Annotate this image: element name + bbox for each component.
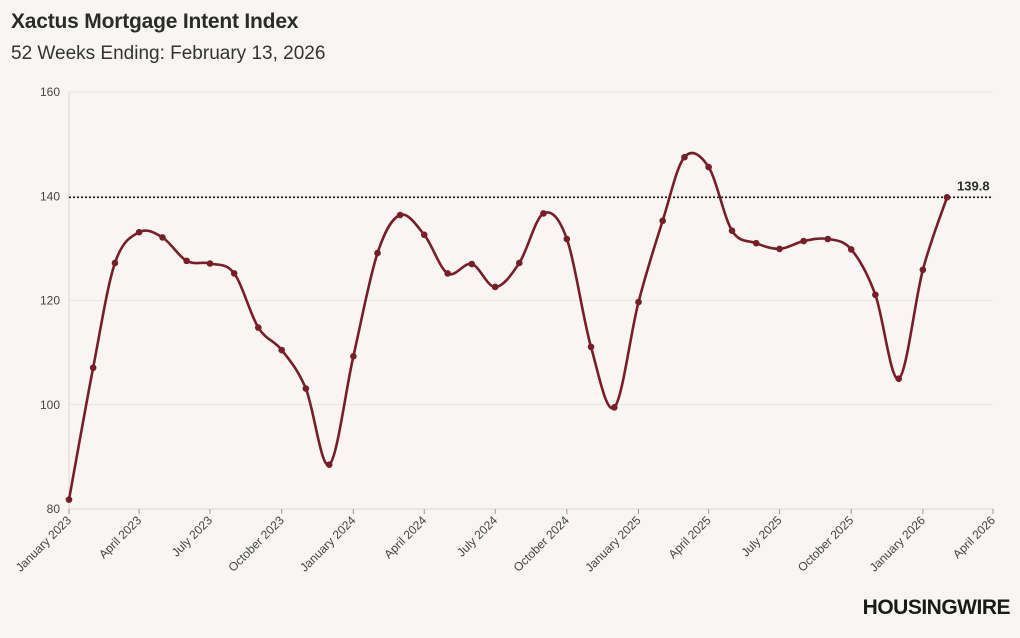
- series-points: [65, 153, 951, 503]
- x-tick-label: January 2025: [582, 513, 644, 575]
- x-axis-ticks: January 2023 April 2023 July 2023 October 2…: [13, 509, 998, 575]
- y-axis-ticks: 80 100 120 140 160: [40, 85, 60, 516]
- data-point: [895, 375, 903, 382]
- data-point: [159, 234, 166, 241]
- x-tick-label: April 2024: [381, 513, 429, 561]
- y-tick-label: 120: [40, 294, 60, 308]
- housingwire-logo: HOUSINGWIRE: [862, 596, 1011, 619]
- data-point: [563, 235, 571, 243]
- data-point: [872, 291, 879, 299]
- data-point: [444, 270, 451, 277]
- data-point: [135, 228, 143, 236]
- x-tick-label: April 2023: [96, 513, 144, 561]
- series-line: [67, 151, 949, 500]
- data-point: [89, 364, 97, 372]
- data-point: [752, 239, 760, 247]
- x-tick-label: October 2023: [225, 513, 287, 575]
- y-tick-label: 100: [40, 398, 60, 412]
- data-point: [230, 270, 238, 277]
- data-point: [374, 249, 381, 257]
- data-point: [302, 385, 310, 392]
- x-tick-label: October 2025: [795, 513, 857, 575]
- chart-subtitle: 52 Weeks Ending: February 13, 2026: [11, 43, 326, 64]
- data-point: [635, 298, 642, 306]
- x-tick-label: July 2025: [738, 513, 784, 559]
- data-point: [587, 343, 595, 351]
- data-point: [847, 246, 855, 253]
- data-point: [396, 211, 404, 219]
- y-tick-label: 140: [40, 189, 60, 203]
- data-point: [659, 217, 666, 225]
- data-point: [776, 245, 783, 253]
- x-tick-label: January 2024: [297, 513, 359, 575]
- data-point: [278, 346, 285, 354]
- x-tick-label: January 2023: [13, 513, 75, 575]
- data-point: [919, 266, 927, 274]
- data-point: [111, 259, 119, 267]
- data-point: [65, 496, 73, 503]
- data-point: [540, 210, 547, 217]
- data-point: [705, 163, 712, 171]
- y-tick-label: 80: [47, 502, 61, 516]
- data-point: [183, 257, 190, 265]
- x-tick-label: April 2026: [950, 513, 998, 561]
- x-tick-label: July 2023: [169, 513, 215, 559]
- data-point: [255, 324, 262, 331]
- data-point: [206, 260, 214, 267]
- data-point: [468, 260, 476, 268]
- data-point: [681, 153, 688, 161]
- y-tick-label: 160: [40, 85, 60, 99]
- data-point: [420, 231, 428, 239]
- data-point: [491, 283, 499, 291]
- data-point: [824, 235, 832, 243]
- data-point: [350, 352, 357, 360]
- data-point: [611, 404, 618, 411]
- x-tick-label: October 2024: [511, 513, 573, 575]
- data-point: [325, 461, 333, 468]
- x-tick-label: April 2025: [666, 513, 714, 561]
- data-point: [728, 227, 736, 234]
- x-tick-label: July 2024: [454, 513, 500, 559]
- x-tick-label: January 2026: [867, 513, 929, 575]
- reference-line-label: 139.8: [957, 178, 990, 193]
- data-point: [800, 237, 807, 245]
- data-point: [516, 259, 523, 267]
- chart-title: Xactus Mortgage Intent Index: [11, 10, 299, 33]
- data-point: [943, 193, 951, 201]
- grid-lines: [69, 91, 993, 406]
